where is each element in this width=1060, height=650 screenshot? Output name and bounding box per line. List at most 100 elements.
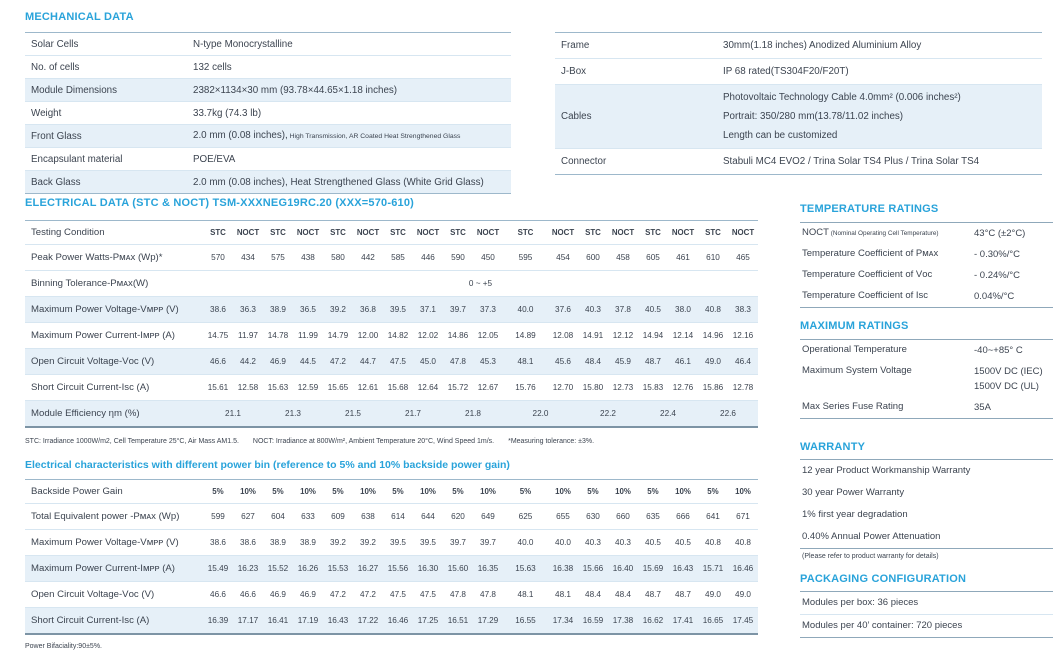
column-header: 10% [420, 487, 436, 496]
data-cell: 465 [728, 244, 758, 271]
column-header: 5% [647, 487, 659, 496]
data-cell: 644 [413, 503, 443, 530]
column-header: 10% [300, 487, 316, 496]
data-cell: 47.2 [323, 348, 353, 375]
data-cell: 15.76 [503, 374, 548, 401]
data-cell: 38.9 [293, 529, 323, 556]
data-cell: 40.5 [668, 529, 698, 556]
row-label: Solar Cells [31, 38, 79, 50]
data-cell: 40.5 [638, 296, 668, 323]
data-cell: 48.1 [548, 581, 578, 608]
table-row: No. of cells 132 cells [25, 55, 511, 79]
data-cell: 39.7 [443, 529, 473, 556]
column-header: STC [270, 228, 286, 237]
row-value: N-type Monocrystalline [193, 38, 293, 50]
row-label: Maximum Power Current-Iᴍᴘᴘ (A) [25, 322, 203, 349]
data-cell: 47.2 [323, 581, 353, 608]
data-cell: 48.4 [608, 581, 638, 608]
data-cell: 11.97 [233, 322, 263, 349]
data-cell: 38.0 [668, 296, 698, 323]
packaging-list: Modules per box: 36 pieces Modules per 40… [800, 591, 1053, 638]
data-cell: 625 [503, 503, 548, 530]
row-label: NOCT (Nominal Operating Cell Temperature… [802, 227, 939, 238]
data-cell: 12.58 [233, 374, 263, 401]
data-cell: 47.8 [443, 581, 473, 608]
data-cell: 14.89 [503, 322, 548, 349]
list-item: 30 year Power Warranty [802, 487, 905, 498]
row-value: 2382×1134×30 mm (93.78×44.65×1.18 inches… [187, 78, 511, 102]
data-cell: 614 [383, 503, 413, 530]
table-row: Module Dimensions 2382×1134×30 mm (93.78×… [25, 78, 511, 102]
footnote-noct: NOCT: Irradiance at 800W/m², Ambient Tem… [252, 438, 495, 445]
column-header: STC [210, 228, 226, 237]
data-cell: 21.8 [443, 400, 503, 427]
data-cell: 16.26 [293, 555, 323, 582]
column-header: 5% [392, 487, 404, 496]
data-cell: 39.5 [383, 296, 413, 323]
data-cell: 45.3 [473, 348, 503, 375]
maximum-ratings-table: Operational Temperature -40~+85° C Maximum… [800, 339, 1053, 419]
table-row: Front Glass 2.0 mm (0.08 inches), High Tr… [25, 124, 511, 148]
row-label: Peak Power Watts-Pᴍᴀx (Wp)* [25, 244, 203, 271]
electrical-footnote: STC: Irradiance 1000W/m2, Cell Temperatu… [25, 438, 608, 445]
data-cell: 47.5 [413, 581, 443, 608]
data-cell: 40.8 [728, 529, 758, 556]
row-label: Maximum Power Voltage-Vᴍᴘᴘ (V) [25, 529, 203, 556]
data-cell: 12.16 [728, 322, 758, 349]
column-header: 5% [212, 487, 224, 496]
data-cell: 16.40 [608, 555, 638, 582]
column-header: NOCT [236, 228, 260, 237]
data-cell: 15.72 [443, 374, 473, 401]
row-label: Maximum Power Voltage-Vᴍᴘᴘ (V) [25, 296, 203, 323]
bifaciality-note: Power Bifaciality:90±5%. [25, 643, 102, 650]
data-cell: 16.65 [698, 607, 728, 634]
data-cell: 21.5 [323, 400, 383, 427]
data-cell: 635 [638, 503, 668, 530]
column-header: NOCT [476, 228, 500, 237]
row-value: 33.7kg (74.3 lb) [187, 101, 511, 125]
data-cell: 15.66 [578, 555, 608, 582]
data-cell: 16.55 [503, 607, 548, 634]
data-cell: 575 [263, 244, 293, 271]
table-row: Max Series Fuse Rating 35A [800, 397, 1053, 419]
data-cell: 15.83 [638, 374, 668, 401]
row-label: Max Series Fuse Rating [802, 401, 904, 412]
data-cell: 40.3 [608, 529, 638, 556]
data-cell: 40.3 [578, 296, 608, 323]
data-cell: 17.34 [548, 607, 578, 634]
data-cell: 454 [548, 244, 578, 271]
data-cell: 12.00 [353, 322, 383, 349]
data-cell: 46.9 [293, 581, 323, 608]
data-cell: 16.51 [443, 607, 473, 634]
data-cell: 660 [608, 503, 638, 530]
row-label: Frame [561, 40, 590, 51]
list-item: Modules per box: 36 pieces [802, 597, 919, 608]
electrical-title-main: ELECTRICAL DATA (STC & NOCT) TSM-XXXNEG1… [25, 197, 333, 209]
warranty-title: WARRANTY [800, 441, 866, 453]
data-cell: 16.46 [728, 555, 758, 582]
column-header: NOCT [671, 228, 695, 237]
data-cell: 46.1 [668, 348, 698, 375]
row-label: Module Dimensions [25, 78, 187, 102]
data-cell: 15.61 [203, 374, 233, 401]
data-cell: 600 [578, 244, 608, 271]
data-cell: 15.86 [698, 374, 728, 401]
data-cell: 40.0 [503, 529, 548, 556]
data-cell: 620 [443, 503, 473, 530]
data-cell: 15.68 [383, 374, 413, 401]
data-cell: 12.67 [473, 374, 503, 401]
data-cell: 38.9 [263, 296, 293, 323]
data-cell: 15.69 [638, 555, 668, 582]
column-header: 10% [480, 487, 496, 496]
data-cell: 12.78 [728, 374, 758, 401]
grid-row: Total Equivalent power -Pᴍᴀx (Wp) 599 627 6… [25, 503, 758, 530]
data-cell: 638 [353, 503, 383, 530]
data-cell: 15.71 [698, 555, 728, 582]
data-cell: 46.4 [728, 348, 758, 375]
data-cell: 14.75 [203, 322, 233, 349]
row-label: Short Circuit Current-Isᴄ (A) [25, 374, 203, 401]
data-cell: 47.5 [383, 581, 413, 608]
data-cell: 46.9 [263, 581, 293, 608]
data-cell: 39.5 [383, 529, 413, 556]
column-header: 10% [735, 487, 751, 496]
